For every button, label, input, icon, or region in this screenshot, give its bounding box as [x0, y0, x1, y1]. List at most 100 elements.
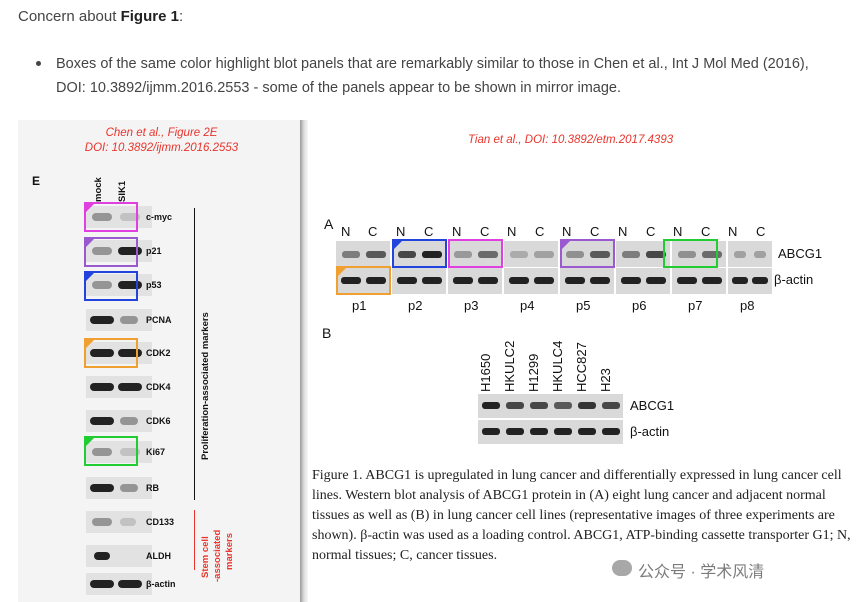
page-fold-shadow — [300, 120, 308, 602]
bactin-blot-p7 — [672, 268, 727, 294]
chen-highlight-blue — [84, 271, 138, 301]
chen-panel-letter: E — [32, 174, 41, 188]
chen-label-ki67: Ki67 — [146, 447, 166, 457]
tian-highlight-magenta — [448, 239, 503, 268]
nc-label: N — [452, 224, 462, 239]
heading-prefix: Concern about — [18, 8, 121, 25]
tian-highlight-green — [663, 239, 718, 268]
chen-blot-pcna — [86, 309, 152, 331]
wechat-icon — [612, 560, 632, 576]
heading-suffix: : — [178, 8, 184, 25]
concern-heading: Concern about Figure 1: — [18, 8, 183, 25]
chen-blot-p21 — [86, 240, 152, 262]
bactin-blot-p3 — [448, 268, 503, 294]
bullet-text: Boxes of the same color highlight blot p… — [56, 56, 809, 96]
patient-label: p1 — [352, 298, 367, 313]
corner-marker-icon — [562, 241, 570, 249]
cell-line-label: H23 — [598, 368, 613, 392]
tian-label-bactin-a: β-actin — [774, 272, 814, 287]
chen-label-p53: p53 — [146, 280, 162, 290]
tian-panel-a-letter: A — [324, 216, 334, 232]
chen-blot-p53 — [86, 274, 152, 296]
patient-label: p7 — [688, 298, 703, 313]
bullet-dot-icon — [36, 61, 41, 66]
chen-highlight-purple — [84, 237, 138, 267]
cell-line-label: H1299 — [526, 353, 541, 392]
nc-label: N — [507, 224, 517, 239]
corner-marker-icon — [86, 438, 94, 446]
nc-label: C — [368, 224, 378, 239]
tian-figure-image: Tian et al., DOI: 10.3892/etm.2017.4393 … — [308, 120, 864, 602]
nc-label: C — [701, 224, 711, 239]
bactin-blot-p2 — [392, 268, 447, 294]
chen-label-aldh: ALDH — [146, 551, 171, 561]
corner-marker-icon — [338, 268, 346, 276]
chen-label-pcna: PCNA — [146, 315, 172, 325]
chen-blot-rb — [86, 477, 152, 499]
tian-label-bactin-b: β-actin — [630, 424, 670, 439]
abcg1-blot-p6 — [616, 241, 671, 267]
chen-label-cdk2: CDK2 — [146, 348, 171, 358]
tian-highlight-blue — [392, 239, 447, 268]
chen-figure-image: Chen et al., Figure 2E DOI: 10.3892/ijmm… — [18, 120, 305, 602]
watermark-text: 公众号 · 学术风清 — [638, 564, 765, 581]
chen-col-sik1: SIK1 — [117, 180, 128, 202]
tian-highlight-orange — [336, 266, 391, 295]
chen-blot-bactin — [86, 573, 152, 595]
corner-marker-icon — [394, 241, 402, 249]
chen-blot-cdk6 — [86, 410, 152, 432]
patient-label: p5 — [576, 298, 591, 313]
chen-label-bactin: β-actin — [146, 579, 176, 589]
tian-figure-caption: Figure 1. ABCG1 is upregulated in lung c… — [312, 468, 851, 563]
tian-highlight-purple — [560, 239, 615, 268]
stem-cell-label-line3: markers — [224, 533, 235, 570]
chen-blot-cd133 — [86, 511, 152, 533]
nc-label: N — [562, 224, 572, 239]
abcg1-blot-p3 — [448, 241, 503, 267]
chen-label-p21: p21 — [146, 246, 162, 256]
nc-label: C — [424, 224, 434, 239]
stem-cell-bracket — [194, 510, 195, 570]
abcg1-blot-p4 — [504, 241, 559, 267]
chen-label-cmyc: c-myc — [146, 212, 173, 222]
nc-label: C — [756, 224, 766, 239]
abcg1-blot-cell-lines — [478, 394, 624, 418]
bactin-blot-p5 — [560, 268, 615, 294]
chen-col-mock: mock — [93, 177, 104, 202]
corner-marker-icon — [86, 273, 94, 281]
bactin-blot-p6 — [616, 268, 671, 294]
nc-label: C — [480, 224, 490, 239]
cell-line-label: H1650 — [478, 353, 493, 392]
patient-label: p3 — [464, 298, 479, 313]
cell-line-label: HCC827 — [574, 342, 589, 392]
chen-blot-ki67 — [86, 441, 152, 463]
nc-label: N — [618, 224, 628, 239]
bactin-blot-p8 — [728, 268, 773, 294]
tian-label-abcg1-a: ABCG1 — [778, 246, 823, 261]
patient-label: p6 — [632, 298, 647, 313]
chen-highlight-magenta — [84, 202, 138, 232]
chen-highlight-green — [84, 436, 138, 466]
stem-cell-label-line1: Stem cell — [200, 536, 211, 578]
proliferation-bracket — [194, 208, 195, 500]
chen-blot-cdk4 — [86, 376, 152, 398]
tian-caption: Tian et al., DOI: 10.3892/etm.2017.4393 — [468, 134, 674, 146]
nc-label: C — [590, 224, 600, 239]
chen-label-cd133: CD133 — [146, 517, 175, 527]
chen-blot-aldh — [86, 545, 152, 567]
tian-panel-b-letter: B — [322, 325, 332, 341]
corner-marker-icon — [86, 239, 94, 247]
chen-blot-cdk2 — [86, 342, 152, 364]
chen-blot-cmyc — [86, 206, 152, 228]
chen-label-rb: RB — [146, 483, 159, 493]
corner-marker-icon — [86, 204, 94, 212]
abcg1-blot-p1 — [336, 241, 391, 267]
nc-label: N — [728, 224, 738, 239]
patient-label: p8 — [740, 298, 755, 313]
tian-label-abcg1-b: ABCG1 — [630, 398, 675, 413]
stem-cell-label-line2: -associated — [212, 529, 223, 582]
nc-label: N — [396, 224, 406, 239]
proliferation-group-label: Proliferation-associated markers — [200, 312, 211, 460]
chen-caption-line1: Chen et al., Figure 2E — [105, 127, 218, 139]
chen-highlight-orange — [84, 338, 138, 368]
